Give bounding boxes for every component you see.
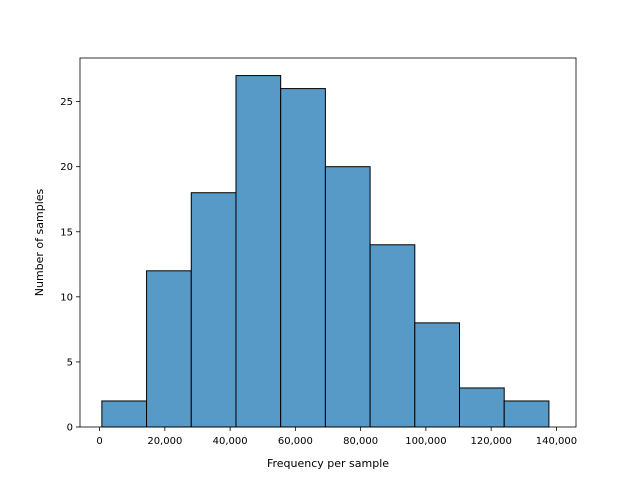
histogram-bar-2 (190, 192, 237, 428)
x-axis-label: Frequency per sample (267, 457, 389, 470)
x-axis: 0 20,000 40,000 60,000 80,000 100,000 120,000 1… (96, 427, 577, 447)
x-tick-label: 0 (96, 436, 102, 447)
y-tick-label: 15 (60, 227, 73, 238)
x-tick-label: 140,000 (536, 436, 577, 447)
histogram-bar-1 (146, 270, 192, 428)
histogram-bar-9 (503, 400, 550, 428)
x-tick-label: 60,000 (278, 436, 313, 447)
histogram-bar-0 (101, 400, 148, 428)
y-axis-label: Number of samples (33, 188, 46, 296)
histogram-bar-3 (235, 75, 282, 428)
histogram-bar-4 (280, 88, 326, 428)
histogram-bar-7 (414, 322, 461, 428)
y-tick-label: 20 (60, 162, 73, 173)
x-tick-label: 20,000 (147, 436, 182, 447)
y-tick-label: 5 (67, 357, 73, 368)
x-tick-label: 80,000 (343, 436, 378, 447)
x-tick-label: 40,000 (213, 436, 248, 447)
histogram-bar-8 (459, 387, 505, 428)
x-tick-label: 100,000 (405, 436, 446, 447)
bars-group (101, 75, 550, 428)
x-tick-label: 120,000 (470, 436, 511, 447)
plot-frame (79, 57, 577, 428)
y-tick-label: 0 (67, 423, 73, 434)
histogram-bar-6 (369, 244, 416, 428)
histogram-bar-5 (324, 166, 371, 428)
y-tick-label: 10 (60, 292, 73, 303)
y-axis: 0 5 10 15 20 25 (60, 97, 80, 434)
y-tick-label: 25 (60, 97, 73, 108)
